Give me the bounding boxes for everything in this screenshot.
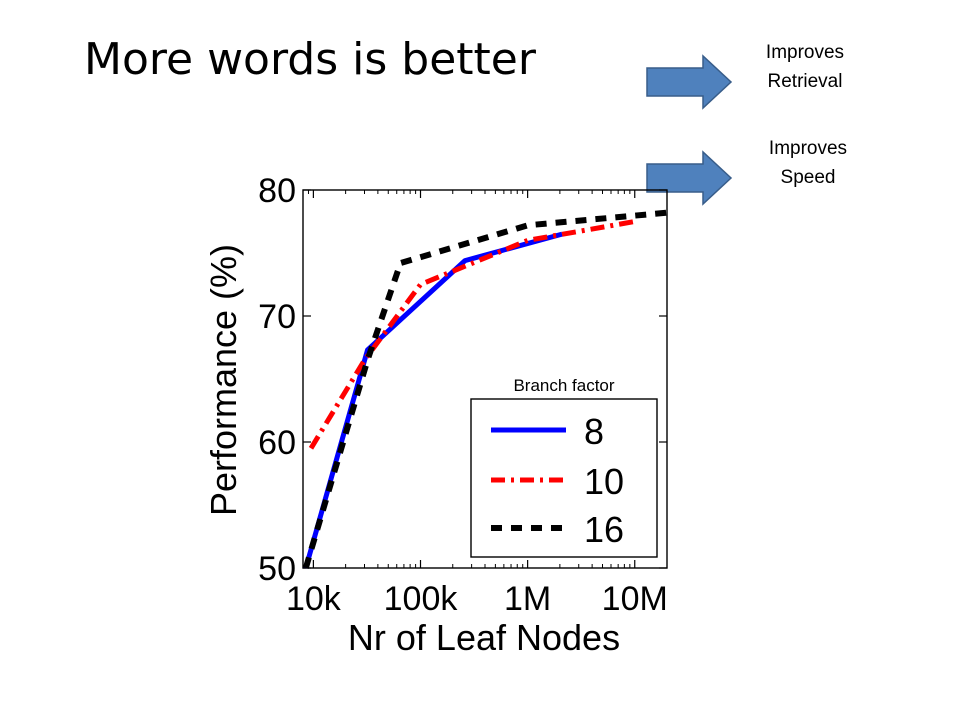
arrow-right-icon bbox=[646, 150, 733, 206]
legend-label-16: 16 bbox=[584, 509, 624, 550]
x-axis-label: Nr of Leaf Nodes bbox=[348, 617, 620, 658]
y-axis-label: Performance (%) bbox=[203, 244, 244, 516]
series-10-line bbox=[308, 219, 636, 450]
legend-title: Branch factor bbox=[513, 376, 614, 395]
arrow-right-icon bbox=[646, 54, 733, 110]
slide-title: More words is better bbox=[84, 34, 536, 85]
series-16-line bbox=[302, 209, 668, 569]
y-tick-label: 80 bbox=[258, 172, 296, 210]
y-tick-label: 60 bbox=[258, 424, 296, 462]
legend-label-8: 8 bbox=[584, 411, 604, 452]
x-tick-label: 100k bbox=[384, 580, 459, 618]
y-tick-label: 70 bbox=[258, 298, 296, 336]
improves-speed-note: Improves Speed bbox=[768, 138, 848, 188]
improves-retrieval-note: Improves Retrieval bbox=[765, 42, 845, 92]
x-tick-label: 10k bbox=[286, 580, 342, 618]
x-tick-label: 10M bbox=[602, 580, 668, 618]
legend-label-10: 10 bbox=[584, 461, 624, 502]
x-tick-label: 1M bbox=[504, 580, 551, 618]
y-tick-label: 50 bbox=[258, 550, 296, 588]
